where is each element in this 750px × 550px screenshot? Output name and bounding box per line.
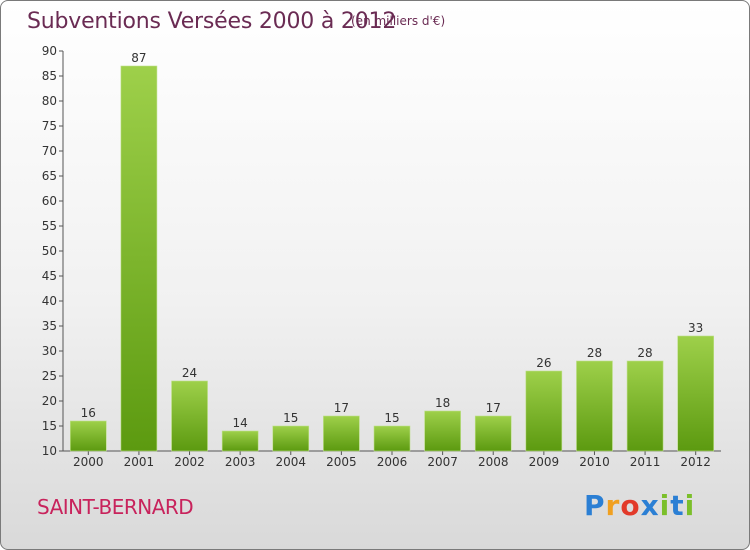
y-tick-label: 90 xyxy=(42,44,57,58)
x-tick-label: 2009 xyxy=(529,455,560,469)
x-tick-label: 2008 xyxy=(478,455,509,469)
x-tick-label: 2007 xyxy=(427,455,458,469)
value-label: 26 xyxy=(536,356,551,370)
y-tick-label: 50 xyxy=(42,244,57,258)
axes xyxy=(59,50,721,455)
bar xyxy=(221,430,259,452)
x-tick-label: 2010 xyxy=(579,455,610,469)
bar xyxy=(525,370,563,452)
bar xyxy=(474,415,512,452)
logo-letter: i xyxy=(659,489,671,522)
value-label: 24 xyxy=(182,366,197,380)
y-tick-label: 70 xyxy=(42,144,57,158)
x-tick-label: 2012 xyxy=(680,455,711,469)
bar xyxy=(70,420,107,452)
bar xyxy=(120,65,158,452)
y-tick-label: 45 xyxy=(42,269,57,283)
value-label: 33 xyxy=(688,321,703,335)
value-labels: 16 87 24 14 15 17 15 18 17 26 28 28 33 xyxy=(81,51,704,430)
y-tick-label: 80 xyxy=(42,94,57,108)
bar xyxy=(576,360,613,452)
y-tick-label: 55 xyxy=(42,219,57,233)
bar xyxy=(323,415,360,452)
y-tick-label: 15 xyxy=(42,419,57,433)
logo-letter: o xyxy=(620,489,641,522)
y-tick-label: 40 xyxy=(42,294,57,308)
value-label: 14 xyxy=(233,416,248,430)
value-label: 87 xyxy=(131,51,146,65)
bar xyxy=(626,360,664,452)
value-label: 16 xyxy=(81,406,96,420)
bar xyxy=(677,335,714,452)
unit-note: (en milliers d'€) xyxy=(351,14,446,28)
y-tick-label: 65 xyxy=(42,169,57,183)
x-tick-label: 2003 xyxy=(225,455,256,469)
logo-letter: i xyxy=(684,489,696,522)
x-tick-label: 2005 xyxy=(326,455,357,469)
proxiti-logo[interactable]: Proxiti xyxy=(584,489,695,522)
y-tick-label: 30 xyxy=(42,344,57,358)
value-label: 28 xyxy=(587,346,602,360)
x-tick-label: 2001 xyxy=(124,455,155,469)
logo-letter: t xyxy=(670,489,685,522)
bar xyxy=(424,410,461,452)
y-tick-label: 85 xyxy=(42,69,57,83)
bar xyxy=(373,425,411,452)
x-tick-label: 2006 xyxy=(377,455,408,469)
y-tick-label: 10 xyxy=(42,444,57,458)
value-label: 17 xyxy=(334,401,349,415)
logo-letter: r xyxy=(605,489,621,522)
logo-letter: P xyxy=(584,489,606,522)
bar xyxy=(272,425,310,452)
y-tick-label: 35 xyxy=(42,319,57,333)
logo-letter: x xyxy=(640,489,660,522)
commune-name: SAINT-BERNARD xyxy=(37,495,194,519)
x-tick-label: 2002 xyxy=(174,455,205,469)
bars xyxy=(70,65,714,452)
x-tick-labels: 2000 2001 2002 2003 2004 2005 2006 2007 2008 2009… xyxy=(73,455,711,469)
chart-title: Subventions Versées 2000 à 2012 xyxy=(27,9,397,34)
y-tick-label: 25 xyxy=(42,369,57,383)
y-tick-labels: 10 15 20 25 30 35 40 45 50 55 60 65 70 75 80 85 90 xyxy=(42,44,57,458)
value-label: 17 xyxy=(486,401,501,415)
bar xyxy=(171,380,208,452)
value-label: 18 xyxy=(435,396,450,410)
y-tick-label: 60 xyxy=(42,194,57,208)
x-tick-label: 2000 xyxy=(73,455,104,469)
x-tick-label: 2004 xyxy=(275,455,306,469)
value-label: 15 xyxy=(384,411,399,425)
y-tick-label: 20 xyxy=(42,394,57,408)
y-tick-label: 75 xyxy=(42,119,57,133)
value-label: 28 xyxy=(637,346,652,360)
x-tick-label: 2011 xyxy=(630,455,661,469)
value-label: 15 xyxy=(283,411,298,425)
